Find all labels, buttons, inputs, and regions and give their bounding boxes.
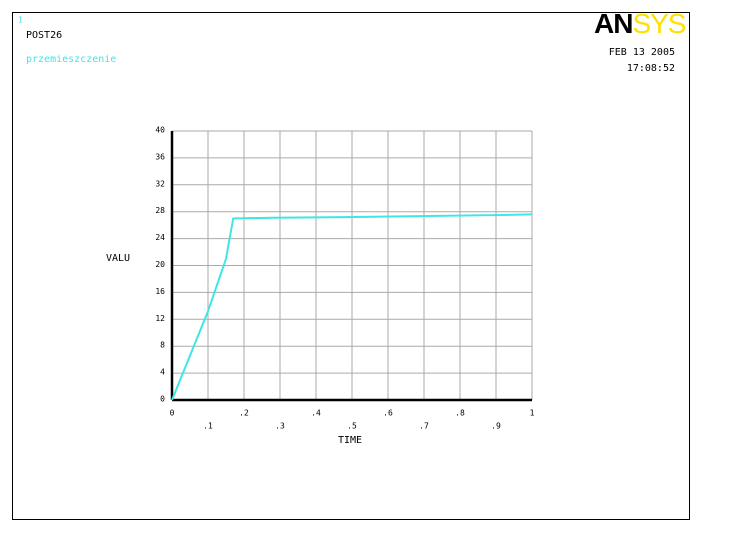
subtitle: przemieszczenie: [26, 54, 116, 65]
x-tick-label: .5: [347, 422, 357, 431]
y-tick-label: 12: [155, 314, 165, 323]
x-tick-label: .1: [203, 422, 213, 431]
x-tick-label: .2: [239, 409, 249, 418]
x-tick-label: .3: [275, 422, 285, 431]
x-tick-label: .6: [383, 409, 393, 418]
logo: ANSYS: [594, 8, 686, 39]
y-tick-label: 4: [160, 368, 165, 377]
x-tick-label: 0: [170, 409, 175, 418]
y-tick-label: 40: [155, 126, 165, 135]
y-tick-label: 20: [155, 260, 165, 269]
y-tick-label: 8: [160, 341, 165, 350]
y-tick-label: 24: [155, 233, 165, 242]
x-tick-label: .4: [311, 409, 321, 418]
data-line: [171, 213, 533, 401]
date: FEB 13 2005: [609, 47, 675, 58]
y-tick-label: 28: [155, 206, 165, 215]
x-axis-label: TIME: [338, 435, 362, 446]
x-tick-label: .9: [491, 422, 501, 431]
y-tick-label: 32: [155, 179, 165, 188]
x-tick-label: .7: [419, 422, 429, 431]
title: POST26: [26, 30, 62, 41]
y-tick-label: 36: [155, 152, 165, 161]
window-number: 1: [18, 16, 23, 25]
x-tick-label: .8: [455, 409, 465, 418]
y-tick-label: 0: [160, 395, 165, 404]
x-tick-label: 1: [530, 409, 535, 418]
frame: [12, 12, 690, 520]
time: 17:08:52: [627, 63, 675, 74]
logo-dark: AN: [594, 8, 632, 39]
logo-light: SYS: [632, 8, 685, 39]
y-axis-label: VALU: [106, 253, 130, 264]
y-tick-label: 16: [155, 287, 165, 296]
